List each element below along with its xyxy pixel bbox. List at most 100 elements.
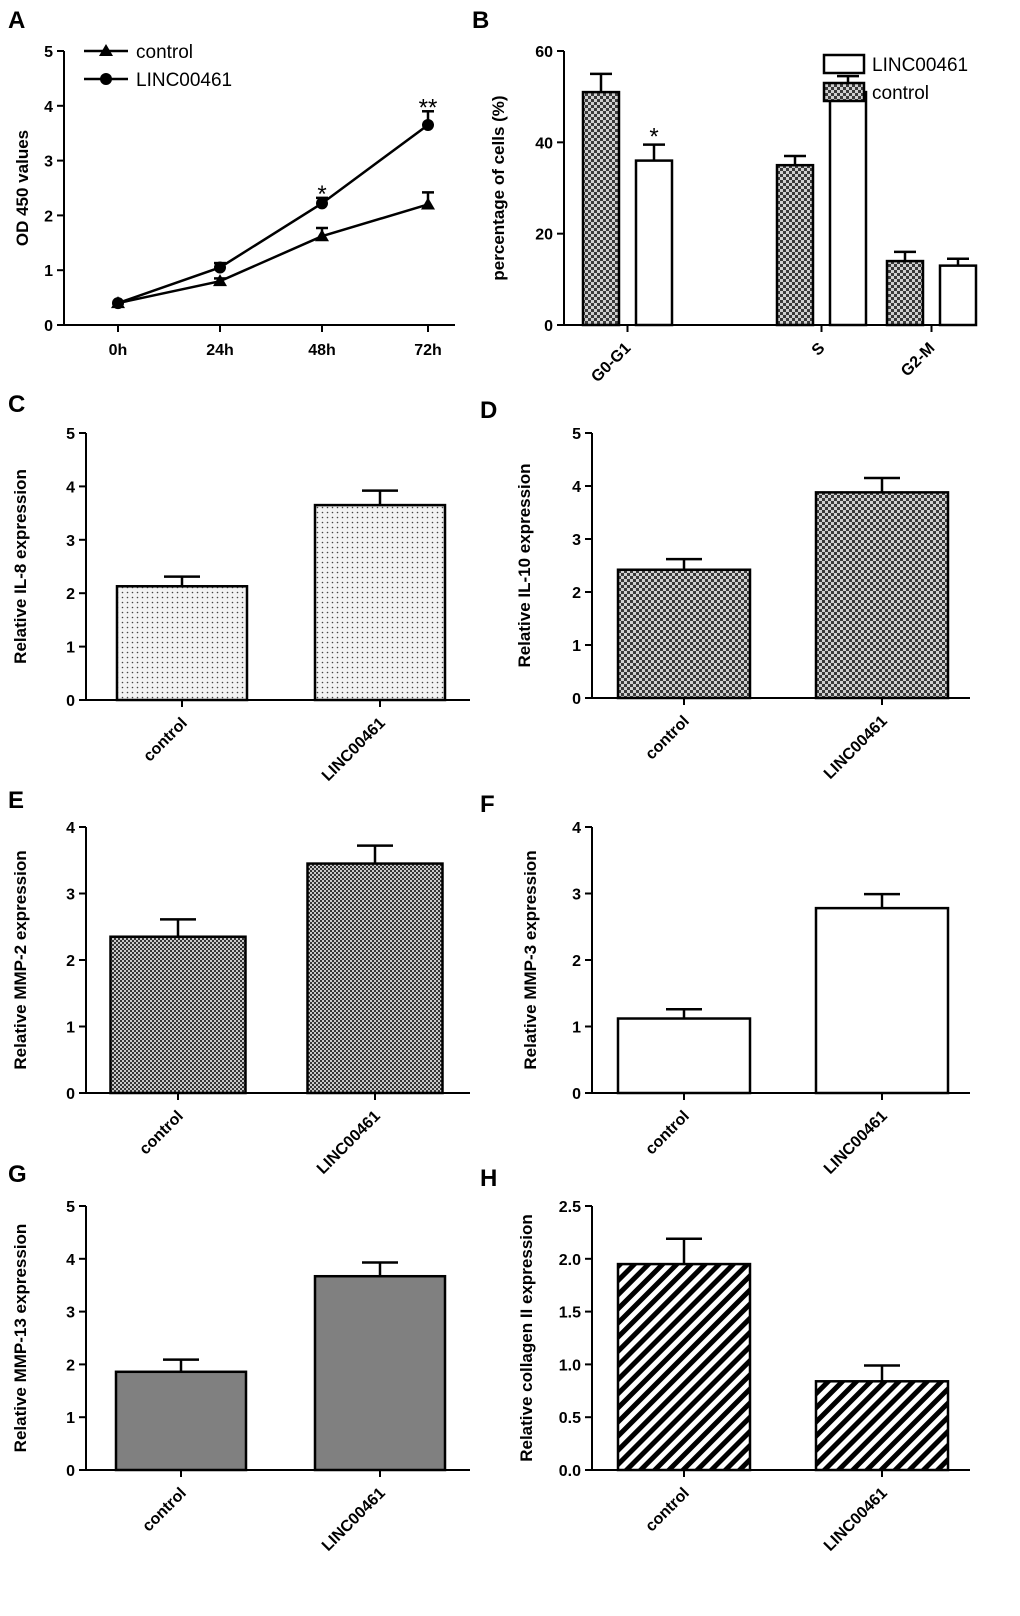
data-point-circle [112,297,124,310]
y-tick-label: 4 [572,820,581,837]
bar-linc00461 [814,1380,950,1472]
panel-label: F [480,791,495,818]
y-axis-title: Relative MMP-13 expression [11,1224,30,1453]
x-tick-label: control [642,1485,692,1535]
y-tick-label: 1 [66,1410,75,1427]
y-axis-title: Relative IL-10 expression [515,463,534,667]
bar-control-s [775,163,815,327]
y-tick-label: 0 [572,691,581,708]
bar-linc00461-g2-m [938,264,978,327]
bar-control [616,1017,752,1095]
y-tick-label: 0.0 [559,1463,581,1480]
y-tick-label: 3 [66,1305,75,1322]
x-tick-label: control [139,1485,189,1535]
chart-panel-g: G 0 1 2 3 4 5 Relative MMP-13 expression control… [8,1161,470,1555]
y-tick-label: 4 [572,479,581,496]
data-point-triangle [315,229,329,242]
x-tick-label: 0h [109,342,128,359]
y-tick-label: 2 [572,585,581,602]
x-tick-label: S [809,340,829,360]
y-tick-label: 40 [535,135,553,152]
x-tick-label: 48h [308,342,336,359]
bar-linc00461 [306,862,444,1095]
chart-panel-c: C 0 1 2 3 4 5 Relative IL-8 expression control LI… [8,391,470,785]
panel-label: G [8,1161,27,1188]
x-tick-label: G0-G1 [588,340,634,386]
panel-label: H [480,1165,497,1192]
legend-label: LINC00461 [136,70,232,91]
y-axis-title: Relative MMP-2 expression [11,850,30,1069]
bar-control-g0-g1 [581,90,621,327]
panel-label: D [480,397,497,424]
bar-control [114,1370,248,1472]
y-axis-title: percentage of cells (%) [489,95,508,280]
legend-label: control [136,42,193,63]
x-tick-label: LINC00461 [319,715,389,785]
x-tick-label: G2-M [898,340,938,380]
y-tick-label: 4 [66,1252,75,1269]
x-tick-label: LINC00461 [821,1485,891,1555]
y-tick-label: 1 [44,263,53,280]
y-tick-label: 5 [44,44,53,61]
x-tick-label: 24h [206,342,234,359]
bar-control [115,585,249,702]
panel-label: E [8,787,24,814]
legend-marker-triangle [99,44,113,56]
chart-panel-f: F 0 1 2 3 4 Relative MMP-3 expression control LI… [480,791,970,1178]
y-tick-label: 1 [572,1020,581,1037]
x-tick-label: control [136,1108,186,1158]
y-tick-label: 2.5 [559,1199,581,1216]
y-tick-label: 0.5 [559,1410,581,1427]
x-tick-label: LINC00461 [314,1108,384,1178]
y-tick-label: 1 [572,638,581,655]
y-tick-label: 1 [66,640,75,657]
significance-mark: * [649,124,658,151]
x-tick-label: 72h [414,342,442,359]
y-tick-label: 3 [572,887,581,904]
data-point-circle [316,197,328,210]
series-line-control [117,203,429,305]
y-tick-label: 3 [66,533,75,550]
data-point-triangle [421,197,435,210]
y-tick-label: 2 [66,1357,75,1374]
y-tick-label: 2 [572,953,581,970]
bar-linc00461 [814,906,950,1095]
legend-label: control [872,83,929,104]
y-tick-label: 4 [66,820,75,837]
y-axis-title: Relative IL-8 expression [11,469,30,664]
data-point-circle [422,118,434,131]
legend-swatch [822,53,866,75]
x-tick-label: LINC00461 [821,713,891,783]
bar-linc00461 [814,491,950,700]
legend: LINC00461 control [822,53,968,104]
panel-label: A [8,7,25,34]
significance-mark: ** [419,94,438,121]
bar-control [109,935,247,1095]
panel-label: C [8,391,25,418]
bar-linc00461 [313,503,447,702]
y-tick-label: 0 [544,318,553,335]
chart-panel-b: B 0 20 40 60 percentage of cells (%) G0-G1 S G2-… [472,7,978,386]
y-tick-label: 2 [66,586,75,603]
significance-mark: * [317,181,326,208]
y-tick-label: 3 [44,154,53,171]
y-tick-label: 4 [44,99,53,116]
bar-linc00461 [313,1274,447,1472]
data-point-circle [214,261,226,274]
bar-control-g2-m [885,259,925,327]
y-tick-label: 20 [535,227,553,244]
x-tick-label: control [642,1108,692,1158]
x-tick-label: control [642,713,692,763]
y-tick-label: 0 [66,1086,75,1103]
y-tick-label: 0 [66,1463,75,1480]
x-tick-label: LINC00461 [821,1108,891,1178]
y-tick-label: 1.0 [559,1357,581,1374]
y-tick-label: 0 [572,1086,581,1103]
y-axis-title: OD 450 values [13,130,32,246]
y-axis-title: Relative MMP-3 expression [521,850,540,1069]
panel-label: B [472,7,489,34]
bar-linc00461-g0-g1 [634,159,674,327]
series-line-linc00461 [117,123,429,305]
y-tick-label: 5 [572,426,581,443]
